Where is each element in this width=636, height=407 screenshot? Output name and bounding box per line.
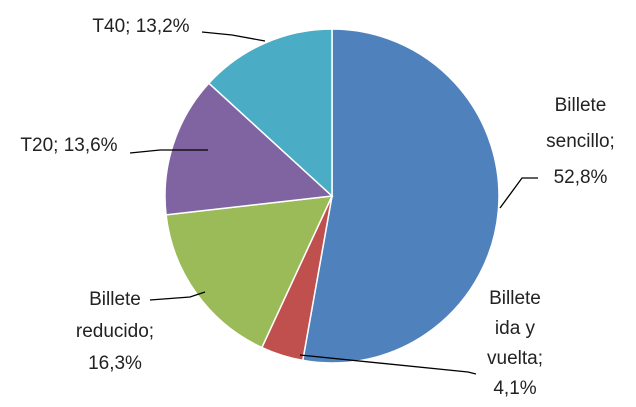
data-label: T20; 13,6% bbox=[20, 135, 118, 156]
data-label: Billete ida y vuelta; 4,1% bbox=[487, 288, 543, 399]
pie-slice bbox=[301, 28, 500, 364]
pie-slice bbox=[164, 82, 334, 216]
leader-line bbox=[299, 354, 477, 375]
leader-line bbox=[129, 149, 208, 154]
data-label: Billete sencillo; 52,8% bbox=[546, 95, 615, 188]
leader-line bbox=[149, 291, 206, 301]
pie-slice bbox=[207, 28, 333, 198]
pie-slice bbox=[165, 195, 334, 349]
leader-line bbox=[499, 177, 538, 209]
leader-line bbox=[201, 31, 266, 42]
data-label: T40; 13,2% bbox=[92, 16, 190, 37]
data-label: Billete reducido; 16,3% bbox=[75, 289, 155, 374]
